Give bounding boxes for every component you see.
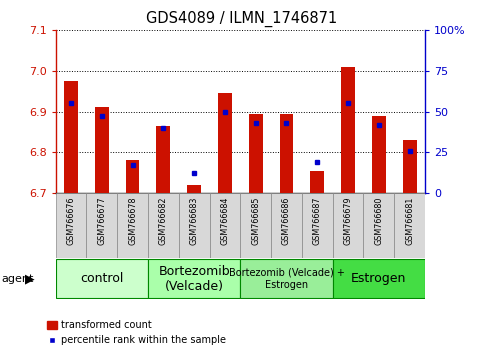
- Bar: [187, 185, 201, 193]
- Bar: [240, 259, 333, 298]
- Text: GSM766682: GSM766682: [159, 196, 168, 245]
- Text: GSM766676: GSM766676: [67, 196, 75, 245]
- Text: Bortezomib
(Velcade): Bortezomib (Velcade): [158, 265, 230, 293]
- Bar: [311, 171, 324, 193]
- Bar: [240, 193, 271, 258]
- Bar: [148, 193, 179, 258]
- Bar: [403, 140, 416, 193]
- Bar: [394, 193, 425, 258]
- Bar: [56, 193, 86, 258]
- Text: GSM766685: GSM766685: [251, 196, 260, 245]
- Text: Estrogen: Estrogen: [351, 272, 407, 285]
- Bar: [333, 259, 425, 298]
- Text: GSM766686: GSM766686: [282, 196, 291, 245]
- Bar: [249, 114, 263, 193]
- Bar: [126, 160, 140, 193]
- Bar: [148, 259, 241, 298]
- Legend: transformed count, percentile rank within the sample: transformed count, percentile rank withi…: [43, 316, 230, 349]
- Bar: [280, 114, 293, 193]
- Text: GSM766680: GSM766680: [374, 196, 384, 245]
- Bar: [341, 67, 355, 193]
- Text: Bortezomib (Velcade) +
Estrogen: Bortezomib (Velcade) + Estrogen: [228, 268, 344, 290]
- Text: GDS4089 / ILMN_1746871: GDS4089 / ILMN_1746871: [146, 11, 337, 27]
- Text: GSM766677: GSM766677: [97, 196, 106, 245]
- Text: GSM766687: GSM766687: [313, 196, 322, 245]
- Bar: [302, 193, 333, 258]
- Bar: [210, 193, 240, 258]
- Text: GSM766681: GSM766681: [405, 196, 414, 245]
- Bar: [364, 193, 394, 258]
- Text: GSM766679: GSM766679: [343, 196, 353, 245]
- Bar: [271, 193, 302, 258]
- Bar: [64, 81, 78, 193]
- Bar: [56, 259, 148, 298]
- Bar: [179, 193, 210, 258]
- Bar: [372, 116, 386, 193]
- Text: GSM766684: GSM766684: [220, 196, 229, 245]
- Text: GSM766678: GSM766678: [128, 196, 137, 245]
- Bar: [156, 126, 170, 193]
- Bar: [95, 108, 109, 193]
- Bar: [218, 93, 232, 193]
- Bar: [117, 193, 148, 258]
- Text: ▶: ▶: [25, 272, 35, 285]
- Text: agent: agent: [1, 274, 34, 284]
- Text: GSM766683: GSM766683: [190, 196, 199, 245]
- Bar: [333, 193, 364, 258]
- Bar: [86, 193, 117, 258]
- Text: control: control: [80, 272, 124, 285]
